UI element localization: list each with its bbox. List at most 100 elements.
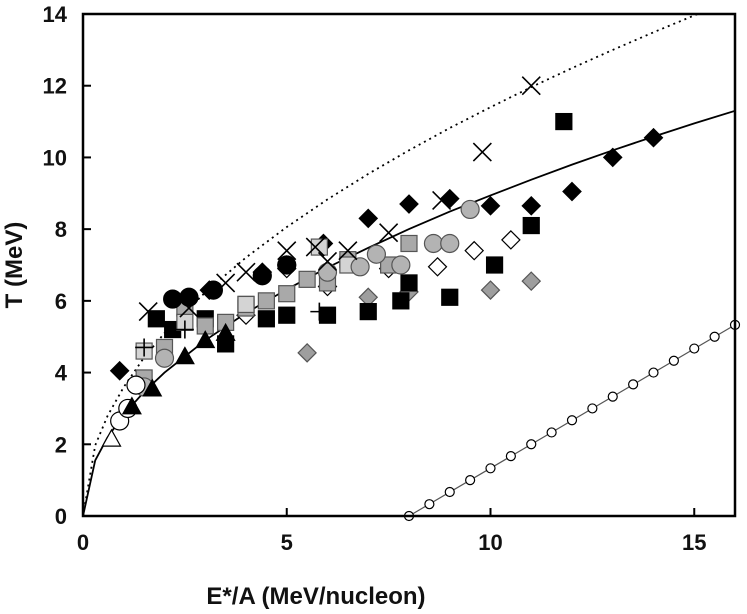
filled-circles-point: [203, 280, 223, 300]
crosses-point: [305, 237, 325, 257]
filled-circles-point: [277, 255, 297, 275]
x-tick-label: 0: [77, 530, 89, 555]
crosses-point: [521, 76, 541, 96]
gray-circles-point: [366, 244, 386, 264]
x-tick-label: 10: [478, 530, 502, 555]
pluses-point: [175, 320, 194, 339]
filled-diamonds-point: [562, 181, 582, 202]
y-tick-label: 0: [55, 504, 67, 529]
crosses-point: [472, 142, 492, 162]
gray-circles-point: [154, 348, 175, 368]
crosses-point: [138, 302, 158, 322]
filled-diamonds-point: [480, 195, 501, 216]
filled-triangles-point: [121, 396, 142, 415]
y-axis-title: T (MeV): [1, 222, 28, 309]
filled-triangles-point: [215, 322, 236, 341]
filled-circles-point: [179, 287, 199, 307]
reference-point: [546, 427, 557, 438]
gray-squares-point: [298, 270, 316, 288]
gray-circles-point: [423, 233, 444, 254]
filled-circles-point: [252, 266, 272, 286]
filled-diamonds-point: [109, 360, 130, 381]
filled-squares-point: [392, 292, 410, 310]
filled-squares-point: [359, 303, 377, 321]
open-diamonds-point: [464, 240, 485, 261]
y-tick-label: 4: [55, 361, 68, 386]
crosses-point: [338, 241, 358, 261]
filled-diamonds-point: [602, 147, 623, 168]
reference-point: [607, 391, 618, 402]
y-tick-label: 10: [43, 145, 67, 170]
pluses-point: [135, 338, 154, 357]
filled-squares-point: [441, 288, 459, 306]
crosses-point: [277, 241, 297, 261]
reference-point: [505, 451, 516, 462]
reference-point: [628, 379, 639, 390]
open-circles-point: [126, 375, 146, 395]
gray-circles-point: [391, 255, 411, 275]
gray-squares-point: [278, 285, 296, 303]
filled-squares-point: [257, 310, 275, 328]
reference-point: [566, 415, 578, 426]
light-gray-squares-point: [237, 295, 255, 314]
reference-point: [648, 367, 659, 378]
filled-triangles-point: [174, 346, 195, 365]
filled-diamonds-point: [643, 127, 664, 148]
filled-squares-point: [555, 112, 573, 131]
light-gray-squares-point: [310, 238, 328, 256]
reference-point: [668, 355, 679, 366]
gray-circles-point: [440, 233, 460, 254]
filled-triangles-point: [142, 378, 163, 397]
filled-diamonds-point: [521, 195, 542, 216]
crosses-point: [432, 190, 452, 211]
gray-circles-point: [460, 199, 480, 220]
x-tick-label: 5: [281, 530, 293, 555]
filled-squares-point: [400, 274, 418, 292]
filled-triangles-point: [195, 330, 216, 349]
gray-diamonds-point: [521, 271, 542, 291]
pluses-point: [310, 302, 329, 321]
reference-point: [465, 475, 476, 486]
reference-line-group: [403, 319, 741, 522]
gray-circles-point: [350, 257, 370, 277]
x-axis-title: E*/A (MeV/nucleon): [206, 583, 425, 610]
y-tick-label: 6: [55, 289, 67, 314]
data-markers-group: [101, 76, 664, 447]
plot-frame: [81, 12, 737, 518]
reference-point: [526, 439, 537, 450]
y-tick-label: 8: [55, 217, 67, 242]
reference-point: [689, 343, 700, 354]
filled-squares-point: [278, 306, 296, 324]
x-tick-label: 15: [682, 530, 706, 555]
gray-squares-point: [257, 292, 275, 310]
reference-point: [424, 499, 435, 510]
open-diamonds-point: [501, 230, 521, 250]
crosses-point: [179, 298, 199, 318]
dotted-model-curve: [83, 14, 701, 516]
filled-squares-point: [318, 306, 337, 324]
crosses-point: [236, 262, 256, 282]
reference-point: [587, 403, 598, 414]
gray-diamonds-point: [297, 343, 317, 363]
y-tick-label: 12: [43, 74, 67, 99]
axes-group: 0 5 10 15 0 2 4 6 8 10 12 14: [43, 2, 707, 555]
open-triangles-point: [101, 428, 122, 447]
filled-diamonds-point: [399, 194, 419, 214]
crosses-point: [379, 223, 399, 243]
reference-point: [444, 486, 455, 498]
open-diamonds-point: [427, 256, 448, 277]
gray-squares-point: [400, 234, 418, 253]
crosses-point: [317, 251, 338, 271]
gray-circles-point: [317, 262, 338, 282]
filled-circles-point: [163, 289, 183, 309]
y-tick-label: 2: [55, 432, 67, 457]
filled-squares-point: [485, 256, 504, 274]
gray-diamonds-point: [480, 280, 501, 300]
reference-point: [709, 331, 720, 342]
y-tick-label: 14: [43, 2, 68, 27]
crosses-point: [216, 273, 236, 293]
filled-diamonds-point: [358, 208, 379, 229]
filled-squares-point: [522, 216, 540, 235]
reference-point: [485, 463, 496, 474]
